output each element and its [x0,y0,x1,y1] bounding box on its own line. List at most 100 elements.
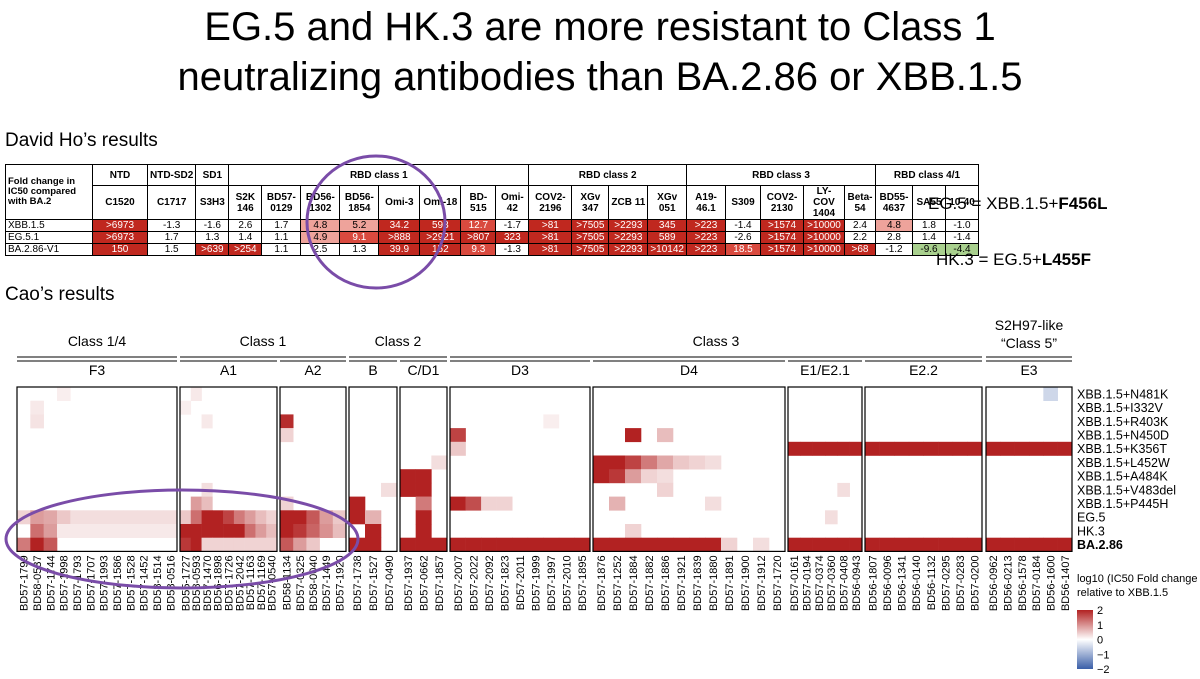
table-cell: 1.7 [146,231,197,244]
legend-title: log10 (IC50 Fold change [1077,573,1197,585]
antibody-label: BD57-1999 [531,555,543,611]
table-cell: >7505 [571,219,610,232]
table-cell: -1.7 [495,219,530,232]
heatmap-cell [788,441,801,456]
heatmap-cell [657,455,674,470]
heatmap-cell [689,455,706,470]
heatmap-cell [212,524,224,538]
antibody-label: BD57-1857 [434,555,446,611]
antibody-label: BD57-1799 [19,555,31,611]
table-cell: >1574 [760,219,804,232]
hk3-equation: HK.3 = EG.5+L455F [936,250,1091,269]
antibody-label: BD57-1880 [708,555,720,611]
antibody-label: BD56-1341 [897,555,909,611]
panel-frame [985,386,1073,552]
heatmap-cell [894,441,910,456]
variant-label: BA.2.86 [1077,538,1123,552]
heatmap-cell [280,524,294,538]
title-line-1: EG.5 and HK.3 are more resistant to Clas… [204,5,996,49]
antibody-label: BD57-2007 [453,555,465,611]
antibody-label: BD57-1744 [45,555,57,611]
table-cell: >223 [686,219,726,232]
heatmap-cell [923,537,939,552]
antibody-label: BD57-1997 [546,555,558,611]
table-cell: 1.1 [261,231,302,244]
heatmap-cell [879,537,895,552]
antibody-label: BD58-0537 [32,555,44,611]
variant-label: XBB.1.5+I332V [1077,401,1163,415]
table-cell: 9.3 [460,243,497,256]
heatmap-cell [30,510,44,525]
variant-label: XBB.1.5+P445H [1077,497,1168,511]
heatmap-cell [657,482,674,497]
column-header: BD57-0129 [261,185,302,220]
heatmap-cell [306,524,320,538]
heatmap-cell [212,537,224,552]
heatmap-cell [450,428,466,443]
heatmap-cell [30,400,44,415]
heatmap-cell [244,510,256,525]
heatmap-cell [879,441,895,456]
panel-label: D4 [680,362,698,378]
heatmap-cell [306,510,320,525]
heatmap-cell [415,482,432,497]
heatmap-cell [223,524,235,538]
antibody-label: BD56-1807 [867,555,879,611]
heatmap-cell [233,524,245,538]
heatmap-cell [280,428,294,443]
antibody-label: BD57-1993 [99,555,111,611]
heatmap-cell [163,524,178,538]
table-cell: 323 [495,231,530,244]
table-cell: -1.3 [495,243,530,256]
antibody-label: BD58-1514 [152,555,164,611]
heatmap-cell [110,524,124,538]
heatmap-cell [83,524,98,538]
variant-label: XBB.1.5+N481K [1077,387,1169,401]
heatmap-cell [332,524,347,538]
heatmap-cell [865,441,880,456]
heatmap-cell [255,510,267,525]
antibody-label: BD58-1134 [282,555,294,610]
heatmap-cell [465,537,482,552]
antibody-label: BD57-0161 [789,555,801,611]
heatmap-cell [70,524,84,538]
heatmap-cell [952,441,968,456]
heatmap-cell [180,400,192,415]
heatmap-cell [908,441,924,456]
panel-label: E2.2 [909,362,938,378]
antibody-label: BD57-1891 [724,555,736,611]
antibody-label: BD57-1586 [112,555,124,611]
antibody-label: BD57-0200 [970,555,982,611]
class-group-label: S2H97-like [995,317,1064,333]
heatmap-cell [30,414,44,429]
heatmap-cell [190,387,202,401]
heatmap-cell [349,510,366,525]
heatmap-cell [938,441,954,456]
heatmap-cell [1043,441,1058,456]
heatmap-cell [415,469,432,484]
heatmap-cell [255,524,267,538]
table-cell: >68 [844,243,876,256]
heatmap-cell [293,510,307,525]
heatmap-cell [721,537,738,552]
legend-tick: 2 [1097,605,1103,617]
heatmap-cell [293,537,307,552]
heatmap-cell [57,510,71,525]
antibody-label: BD57-1738 [352,555,364,611]
heatmap-cell [673,455,690,470]
class-group-label: Class 1/4 [68,333,127,349]
panel-label: D3 [511,362,529,378]
heatmap-cell [43,524,58,538]
heatmap-cell [865,537,880,552]
antibody-label: BD57-0408 [839,555,851,611]
cao-section-label: Cao’s results [5,284,115,305]
heatmap-cell [825,441,838,456]
heatmap-cell [201,537,213,552]
table-cell: 1.3 [195,231,230,244]
antibody-label: BD56-1132 [926,555,938,610]
antibody-label: BD57-1882 [644,555,656,611]
heatmap-cell [1014,441,1030,456]
heatmap-cell [543,537,560,552]
heatmap-cell [705,455,722,470]
